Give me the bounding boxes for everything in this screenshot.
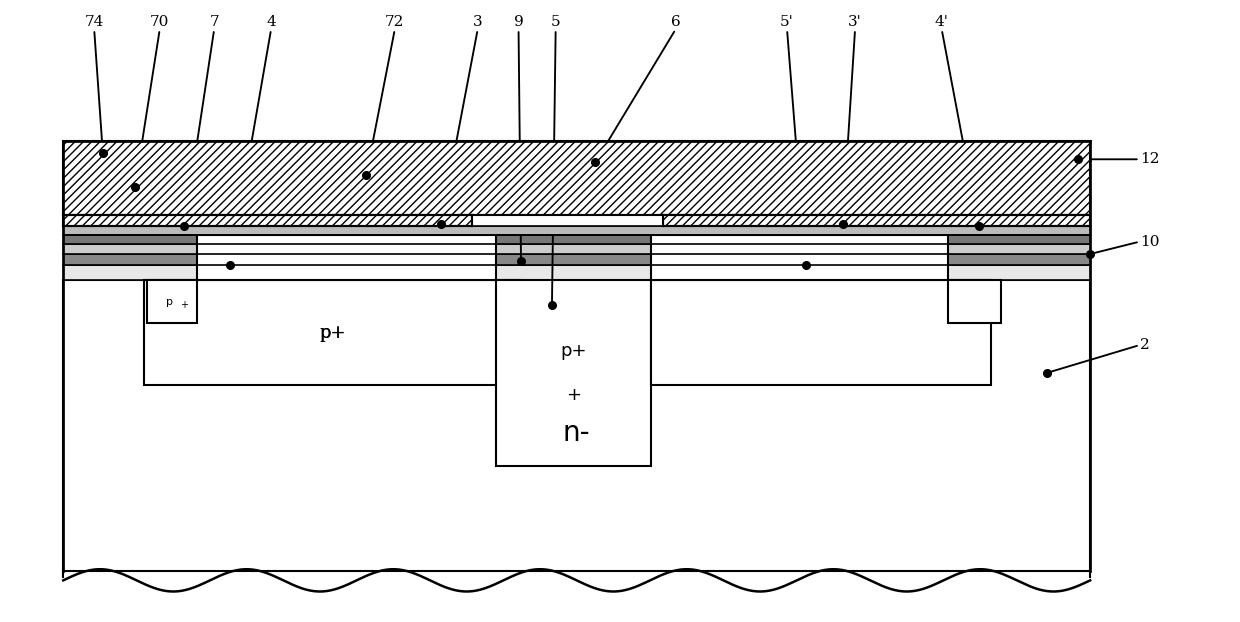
Text: 10: 10: [1140, 234, 1159, 249]
Bar: [663, 215, 1090, 226]
Bar: [63, 244, 1090, 254]
Bar: [651, 280, 991, 385]
Text: p+: p+: [319, 323, 346, 341]
Text: p: p: [166, 297, 174, 307]
Text: +: +: [567, 386, 582, 404]
Bar: [496, 280, 651, 466]
Text: 5: 5: [551, 16, 560, 29]
Text: 7: 7: [210, 16, 219, 29]
Text: p+: p+: [319, 323, 346, 341]
Bar: [471, 215, 663, 226]
Bar: [947, 280, 1001, 323]
Bar: [63, 254, 1090, 264]
Bar: [63, 141, 1090, 215]
Text: n-: n-: [563, 419, 590, 447]
Bar: [651, 236, 947, 280]
Text: p+: p+: [560, 341, 587, 360]
Text: +: +: [181, 300, 188, 310]
Text: 3': 3': [848, 16, 862, 29]
Text: 4: 4: [267, 16, 277, 29]
Text: 6: 6: [671, 16, 681, 29]
Bar: [63, 236, 1090, 244]
Text: 4': 4': [935, 16, 949, 29]
Bar: [63, 226, 1090, 236]
Bar: [63, 264, 1090, 280]
Text: 70: 70: [150, 16, 170, 29]
Text: 74: 74: [84, 16, 104, 29]
Text: 9: 9: [513, 16, 523, 29]
Bar: [63, 280, 1090, 571]
Text: 2: 2: [1140, 338, 1149, 352]
Text: 12: 12: [1140, 152, 1159, 166]
Text: 5': 5': [780, 16, 794, 29]
Text: 3: 3: [472, 16, 482, 29]
Bar: [197, 236, 496, 280]
Text: 72: 72: [386, 16, 404, 29]
Bar: [63, 215, 471, 226]
Bar: [148, 280, 197, 323]
Bar: [144, 280, 521, 385]
